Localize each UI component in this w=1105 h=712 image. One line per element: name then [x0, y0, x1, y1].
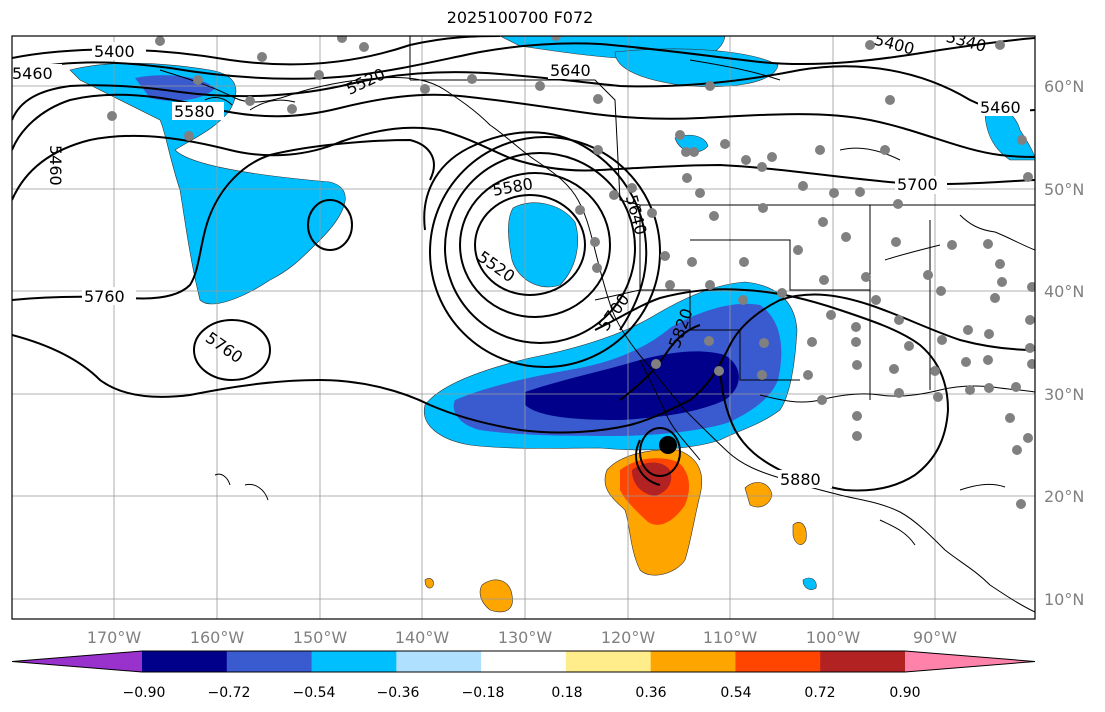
lon-label: 140°W [395, 628, 450, 647]
lon-label: 160°W [190, 628, 245, 647]
colorbar-segment [481, 651, 567, 672]
colorbar-segment [565, 651, 652, 672]
colorbar-tick-label: −0.72 [208, 685, 251, 701]
colorbar-segment [311, 651, 397, 672]
contour-label: 5460 [46, 145, 65, 186]
positive-anomaly-region [479, 579, 513, 613]
map-title: 2025100700 F072 [446, 8, 594, 27]
colorbar-segment [650, 651, 736, 672]
lon-label: 130°W [498, 628, 553, 647]
lat-label: 10°N [1044, 590, 1084, 609]
lat-label: 30°N [1044, 385, 1084, 404]
colorbar-tick-label: 0.18 [551, 685, 582, 701]
colorbar [11, 650, 1036, 673]
lon-label: 150°W [293, 628, 348, 647]
colorbar-tick-label: 0.54 [720, 685, 751, 701]
colorbar-segment [735, 651, 821, 672]
station-markers [107, 36, 1035, 509]
longitude-labels: 170°W 160°W 150°W 140°W 130°W 120°W 110°… [87, 628, 957, 647]
colorbar-tick-label: 0.90 [889, 685, 920, 701]
lat-label: 50°N [1044, 180, 1084, 199]
contour-label: 5640 [550, 61, 591, 80]
contour-label: 5400 [94, 42, 135, 61]
contour-label: 5880 [780, 470, 821, 489]
colorbar-extension-low [12, 651, 142, 672]
contour-label: 5460 [12, 64, 53, 83]
colorbar-tick-labels: −0.90 −0.72 −0.54 −0.36 −0.18 0.18 0.36 … [123, 685, 921, 701]
contour-label: 5700 [897, 175, 938, 194]
colorbar-tick-label: 0.36 [635, 685, 666, 701]
positive-anomaly-region [792, 521, 807, 545]
colorbar-tick-label: −0.54 [293, 685, 336, 701]
contour-label: 5580 [174, 102, 215, 121]
colorbar-segment [226, 651, 313, 672]
height-contours [12, 36, 1035, 492]
negative-anomaly-region [508, 202, 578, 288]
contour-label: 5760 [84, 287, 125, 306]
colorbar-tick-label: 0.72 [804, 685, 835, 701]
contour-label: 5460 [980, 98, 1021, 117]
positive-anomaly-region [632, 462, 672, 496]
colorbar-segment [396, 651, 482, 672]
colorbar-tick-label: −0.90 [123, 685, 166, 701]
negative-anomaly-region [69, 62, 346, 305]
lon-label: 90°W [913, 628, 957, 647]
storm-position-marker [659, 436, 677, 454]
colorbar-segment [142, 651, 228, 672]
positive-anomaly-region [744, 482, 773, 508]
lon-label: 120°W [601, 628, 656, 647]
positive-anomaly-region [424, 578, 434, 589]
negative-anomaly-region [802, 577, 817, 590]
lat-label: 60°N [1044, 77, 1084, 96]
colorbar-tick-label: −0.18 [462, 685, 505, 701]
colorbar-tick-label: −0.36 [377, 685, 420, 701]
lon-label: 170°W [87, 628, 142, 647]
colorbar-extension-high [905, 651, 1035, 672]
lat-label: 40°N [1044, 282, 1084, 301]
colorbar-outline [11, 650, 1036, 673]
lon-label: 110°W [703, 628, 758, 647]
colorbar-segment [820, 651, 906, 672]
latitude-labels: 60°N 50°N 40°N 30°N 20°N 10°N [1044, 77, 1084, 609]
lat-label: 20°N [1044, 487, 1084, 506]
map-frame [11, 35, 1036, 620]
lon-label: 100°W [806, 628, 861, 647]
